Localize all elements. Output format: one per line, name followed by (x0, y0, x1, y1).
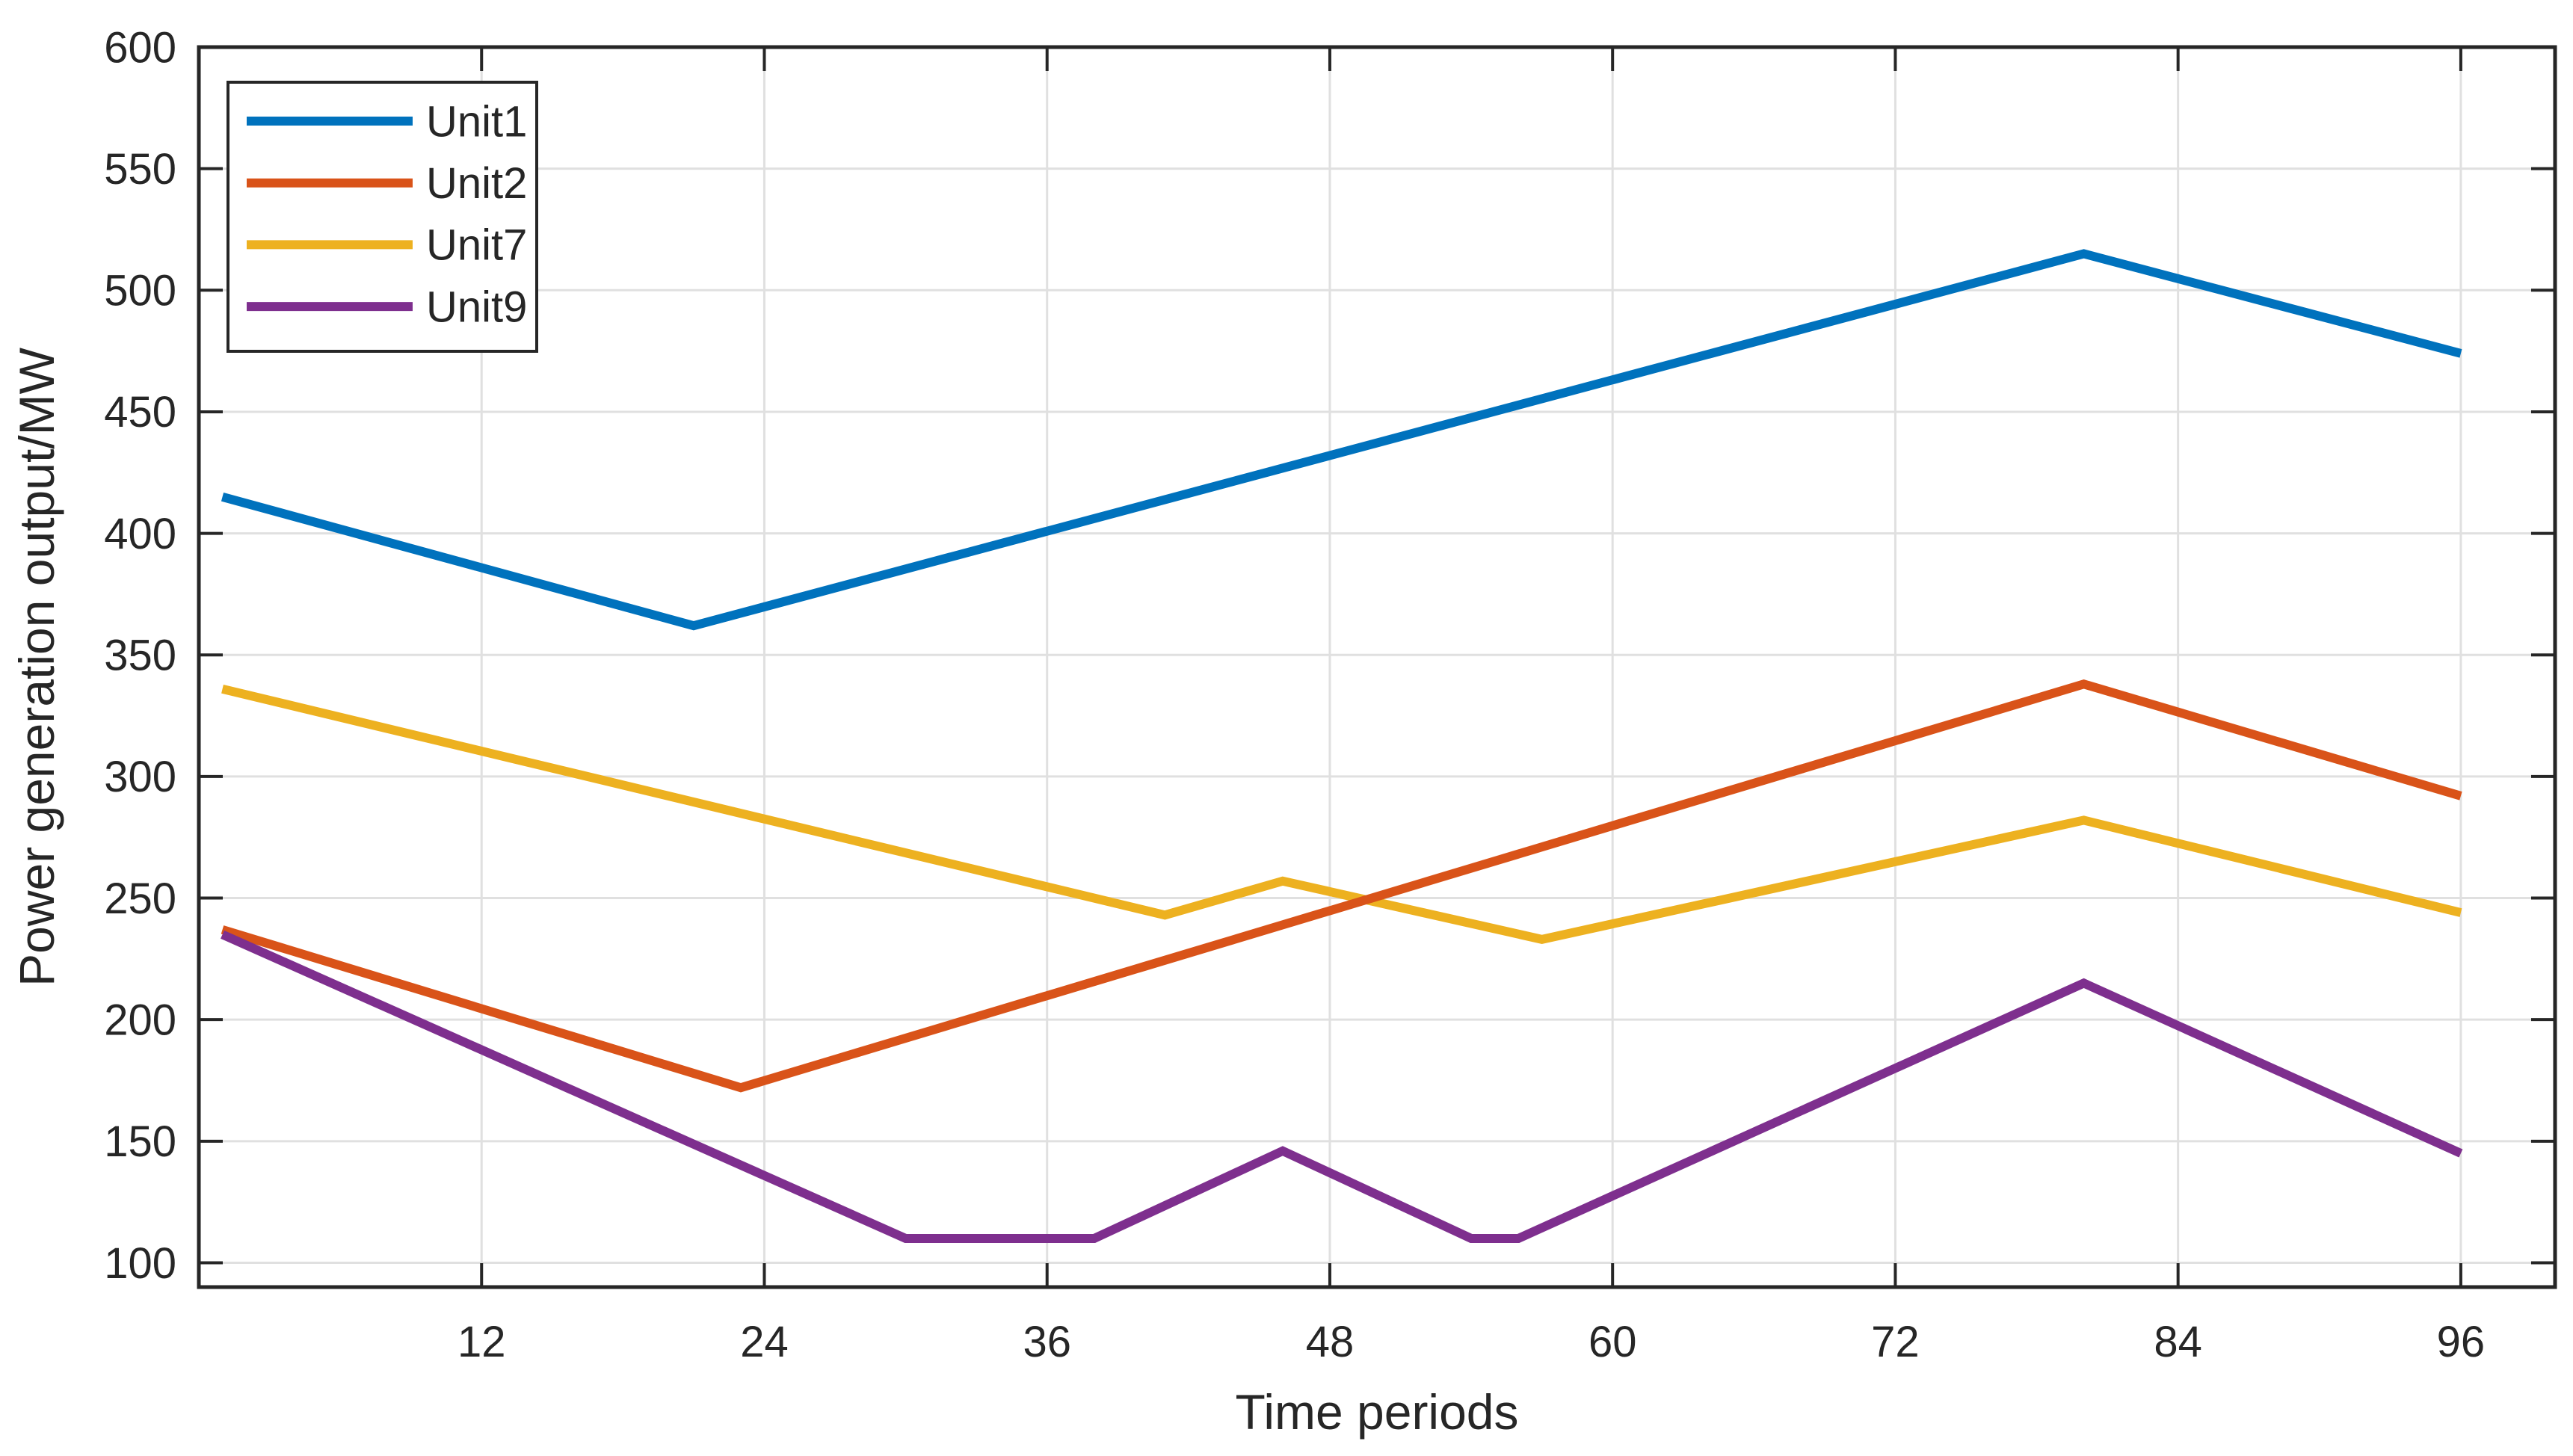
series-line-Unit1 (221, 249, 2462, 631)
x-tick-label: 36 (1023, 1318, 1071, 1366)
legend-item-label: Unit9 (426, 283, 527, 331)
legend-item-label: Unit2 (426, 159, 527, 208)
x-tick-label: 12 (457, 1318, 506, 1366)
series-line-Unit9 (221, 930, 2463, 1243)
series-lines (221, 249, 2463, 1243)
x-tick-label: 48 (1306, 1318, 1355, 1366)
x-tick-label: 72 (1871, 1318, 1920, 1366)
series-line-Unit2 (221, 679, 2462, 1093)
x-tick-label: 24 (740, 1318, 789, 1366)
y-tick-label: 150 (104, 1117, 176, 1166)
grid (199, 47, 2555, 1287)
x-tick-label: 96 (2437, 1318, 2486, 1366)
y-tick-label: 350 (104, 632, 176, 680)
x-axis-label: Time periods (1235, 1384, 1518, 1440)
y-axis-label: Power generation output/MW (9, 347, 64, 986)
y-tick-label: 500 (104, 267, 176, 315)
y-tick-label: 600 (104, 23, 176, 72)
legend-item-label: Unit7 (426, 221, 527, 270)
x-tick-label: 60 (1589, 1318, 1637, 1366)
y-tick-label: 400 (104, 510, 176, 558)
plot-border (197, 45, 2557, 1289)
y-tick-label: 200 (104, 996, 176, 1044)
y-tick-label: 300 (104, 753, 176, 801)
x-tick-label: 84 (2154, 1318, 2202, 1366)
series-line-Unit7 (221, 684, 2462, 944)
legend: Unit1 Unit2 Unit7 Unit9 (227, 81, 538, 353)
y-tick-label: 100 (104, 1239, 176, 1288)
y-tick-label: 550 (104, 145, 176, 194)
y-tick-label: 250 (104, 874, 176, 923)
axis-labels: Time periods Power generation output/MW (9, 347, 1519, 1440)
axes-box-and-ticks: 12 24 36 48 60 72 84 96 100 150 200 250 300 350 400 450… (104, 23, 2557, 1366)
legend-item-label: Unit1 (426, 97, 527, 146)
y-tick-label: 450 (104, 388, 176, 437)
